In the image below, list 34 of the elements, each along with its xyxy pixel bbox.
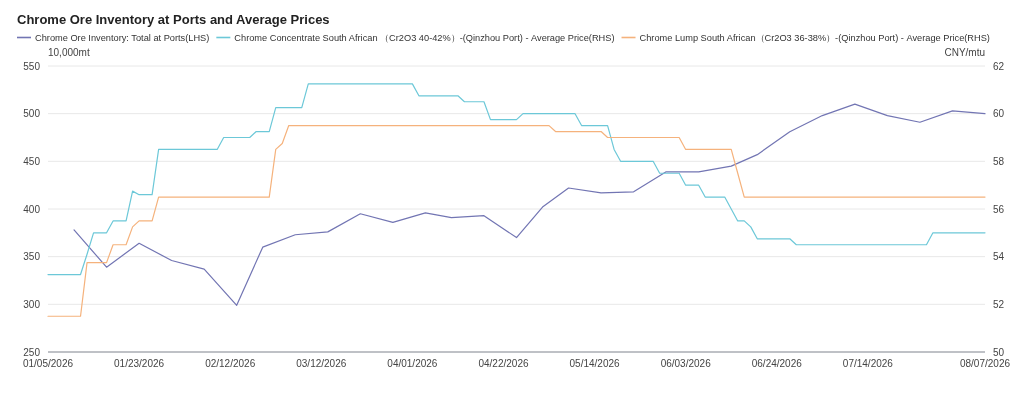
- y2-tick-label: 62: [993, 60, 1005, 72]
- y-axis-title: 10,000mt: [48, 47, 90, 58]
- x-tick-label: 06/03/2026: [660, 358, 712, 369]
- x-tick-label: 08/07/2026: [959, 358, 1011, 369]
- y-tick-label: 550: [23, 60, 41, 72]
- y-tick-label: 450: [23, 155, 41, 167]
- line-series: [47, 124, 986, 317]
- x-tick-label: 02/12/2026: [205, 358, 256, 369]
- x-tick-label: 04/22/2026: [478, 358, 529, 369]
- x-tick-label: 03/12/2026: [296, 358, 347, 369]
- x-tick-label: 01/23/2026: [114, 358, 165, 369]
- x-tick-label: 04/01/2026: [387, 358, 438, 369]
- x-tick-label: 05/14/2026: [569, 358, 621, 369]
- y-tick-label: 400: [23, 203, 41, 215]
- y-tick-label: 250: [23, 346, 41, 358]
- y2-tick-label: 60: [993, 108, 1005, 120]
- y-tick-label: 500: [23, 108, 41, 120]
- x-tick-label: 01/05/2026: [22, 358, 74, 369]
- x-tick-label: 06/24/2026: [751, 358, 803, 369]
- line-series: [73, 103, 986, 306]
- line-series: [47, 83, 986, 276]
- x-tick-label: 07/14/2026: [842, 358, 894, 369]
- y-tick-label: 350: [23, 251, 41, 263]
- y2-tick-label: 50: [993, 346, 1005, 358]
- y-tick-label: 300: [23, 298, 41, 310]
- y2-tick-label: 52: [993, 298, 1005, 310]
- legend-label: Chrome Concentrate South African （Cr2O3 40-42%）-(Qinzhou Port) - Average Price(RHS): [234, 33, 615, 43]
- y2-tick-label: 58: [993, 155, 1005, 167]
- y2-axis-title: CNY/mtu: [944, 47, 985, 58]
- chart-title: Chrome Ore Inventory at Ports and Average Prices: [17, 12, 330, 27]
- legend-label: Chrome Ore Inventory: Total at Ports(LHS): [35, 33, 210, 43]
- legend-label: Chrome Lump South African（Cr2O3 36-38%）-(Qinzhou Port) - Average Price(RHS): [639, 33, 990, 43]
- y2-tick-label: 56: [993, 203, 1005, 215]
- y2-tick-label: 54: [993, 251, 1005, 263]
